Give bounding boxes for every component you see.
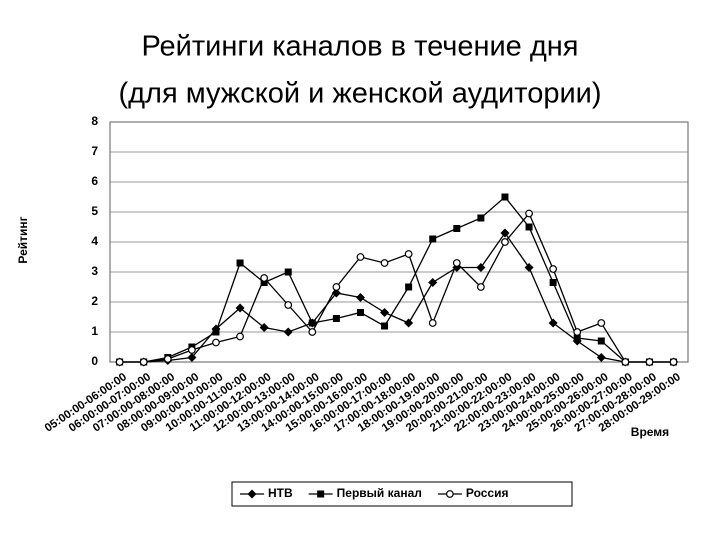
data-point <box>501 193 509 201</box>
data-point <box>380 259 389 267</box>
y-tick-label: 1 <box>91 324 98 338</box>
data-point <box>573 328 582 336</box>
y-axis-label: Рейтинг <box>16 216 30 263</box>
data-point <box>525 209 533 218</box>
data-point <box>645 358 654 366</box>
data-point <box>260 279 268 286</box>
data-point <box>259 323 269 332</box>
y-tick-label: 8 <box>91 114 98 128</box>
data-point <box>236 259 244 267</box>
x-axis-label: Время <box>631 425 669 439</box>
y-tick-label: 7 <box>91 144 98 158</box>
series-line <box>119 212 674 363</box>
data-point <box>236 332 244 341</box>
data-point <box>476 283 485 291</box>
legend-box <box>231 481 573 507</box>
data-point <box>380 308 390 317</box>
legend: НТВ Первый канал Россия <box>231 481 573 507</box>
data-point <box>477 214 485 222</box>
legend-marker <box>247 489 257 499</box>
legend-label: Первый канал <box>337 486 422 500</box>
series-line <box>119 231 674 363</box>
data-point <box>596 353 606 362</box>
data-point <box>404 318 414 328</box>
data-point <box>405 283 413 291</box>
data-point <box>429 235 437 243</box>
data-point <box>212 328 220 336</box>
legend-marker <box>317 490 325 498</box>
data-point <box>355 293 365 302</box>
data-point <box>381 322 389 330</box>
data-point <box>549 279 557 286</box>
data-point <box>548 318 558 328</box>
data-point <box>453 225 461 232</box>
legend-label: Россия <box>466 486 509 500</box>
data-point <box>284 301 293 309</box>
data-point <box>597 319 606 327</box>
data-point <box>212 338 220 347</box>
legend-marker <box>445 490 454 498</box>
data-point <box>356 253 365 261</box>
data-point <box>332 283 341 291</box>
data-point <box>187 353 197 362</box>
data-point <box>187 346 196 354</box>
series-line <box>119 196 674 363</box>
data-point <box>524 263 534 272</box>
data-point <box>428 319 437 327</box>
data-point <box>308 328 317 336</box>
data-point <box>597 337 605 345</box>
chart-title: Рейтинги каналов в течение дня <box>141 31 578 63</box>
data-point <box>428 278 438 287</box>
data-point <box>476 263 486 272</box>
data-point <box>621 358 630 366</box>
y-tick-label: 3 <box>91 264 98 278</box>
data-point <box>549 265 558 273</box>
data-point <box>235 303 245 313</box>
data-point <box>404 250 413 258</box>
data-point <box>283 327 293 337</box>
y-tick-label: 5 <box>91 204 98 218</box>
data-point <box>500 228 510 238</box>
data-point <box>356 309 364 316</box>
data-point <box>332 315 340 322</box>
y-tick-label: 4 <box>91 234 98 248</box>
plot-frame <box>109 121 689 363</box>
data-point <box>573 334 581 342</box>
data-point <box>260 274 269 282</box>
data-point <box>501 238 509 246</box>
legend-label: НТВ <box>268 486 293 500</box>
y-tick-label: 6 <box>91 174 98 188</box>
data-point <box>163 355 172 363</box>
data-point <box>284 268 292 276</box>
chart-title: (для мужской и женской аудитории) <box>118 78 601 110</box>
data-point <box>139 358 148 366</box>
y-tick-label: 0 <box>91 354 98 368</box>
data-point <box>525 223 533 231</box>
data-point <box>452 259 461 267</box>
data-point <box>308 319 316 327</box>
data-point <box>669 358 678 366</box>
data-point <box>115 358 124 366</box>
y-tick-label: 2 <box>91 294 98 308</box>
